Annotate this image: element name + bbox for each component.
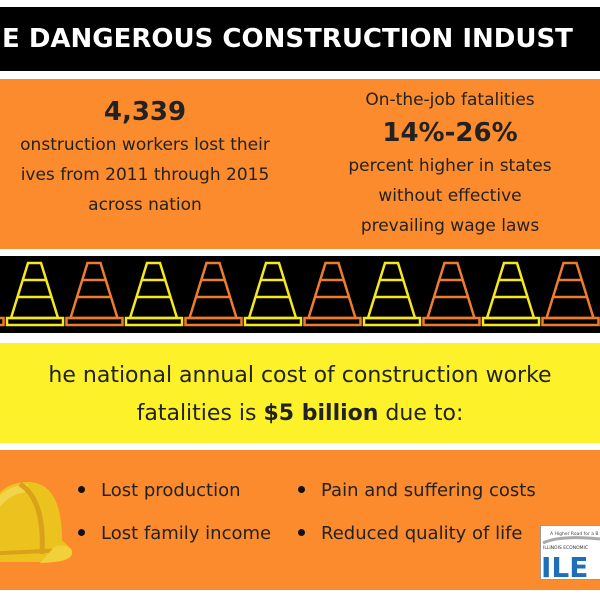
stat-text: prevailing wage laws (360, 216, 540, 236)
traffic-cone-icon (481, 261, 541, 327)
stat-heading: On-the-job fatalities (365, 90, 535, 110)
stat-text: ives from 2011 through 2015 (20, 165, 270, 185)
stat-text: across nation (88, 195, 202, 215)
bullet-item: Pain and suffering costs (298, 480, 536, 501)
fatality-count-stat: 4,339 onstruction workers lost their ive… (0, 94, 290, 220)
fatality-rate-stat: On-the-job fatalities 14%-26% percent hi… (305, 85, 595, 241)
title: E DANGEROUS CONSTRUCTION INDUST (2, 24, 573, 54)
bullet-item: Lost production (78, 480, 241, 501)
cost-panel: he national annual cost of construction … (0, 343, 600, 443)
traffic-cone-icon (243, 261, 303, 327)
stat-text: percent higher in states (348, 156, 552, 176)
svg-text:ILE: ILE (541, 551, 588, 581)
traffic-cone-icon (362, 261, 422, 327)
cost-text-2: fatalities is $5 billion due to: (0, 395, 600, 433)
stats-panel: 4,339 onstruction workers lost their ive… (0, 79, 600, 249)
svg-text:ILLINOIS ECONOMIC: ILLINOIS ECONOMIC (543, 545, 588, 551)
fatality-rate: 14%-26% (382, 118, 518, 148)
traffic-cone-icon (422, 261, 481, 327)
traffic-cone-icon (124, 261, 184, 327)
cost-text-pre: fatalities is (136, 401, 264, 426)
svg-text:A Higher Road for a B: A Higher Road for a B (550, 531, 599, 537)
cone-strip (0, 256, 600, 333)
causes-panel: Lost production Lost family income Pain … (0, 450, 600, 590)
fatality-count: 4,339 (103, 97, 187, 127)
stat-text: without effective (378, 186, 522, 206)
cost-amount: $5 billion (263, 401, 379, 426)
traffic-cone-icon (184, 261, 243, 327)
cost-text-post: due to: (378, 401, 464, 426)
title-banner: E DANGEROUS CONSTRUCTION INDUST (0, 7, 600, 71)
traffic-cone-icon (0, 316, 5, 327)
traffic-cone-icon (303, 261, 362, 327)
traffic-cone-icon (541, 261, 600, 327)
traffic-cone-icon (5, 261, 65, 327)
cost-text: he national annual cost of construction … (48, 363, 552, 388)
ileps-logo: A Higher Road for a B ILLINOIS ECONOMIC … (540, 525, 600, 581)
bullet-item: Lost family income (78, 523, 271, 544)
hard-hat-icon (0, 481, 73, 563)
stat-text: onstruction workers lost their (20, 135, 270, 155)
cone-row (0, 261, 600, 327)
bullet-item: Reduced quality of life (298, 523, 523, 544)
traffic-cone-icon (65, 261, 124, 327)
